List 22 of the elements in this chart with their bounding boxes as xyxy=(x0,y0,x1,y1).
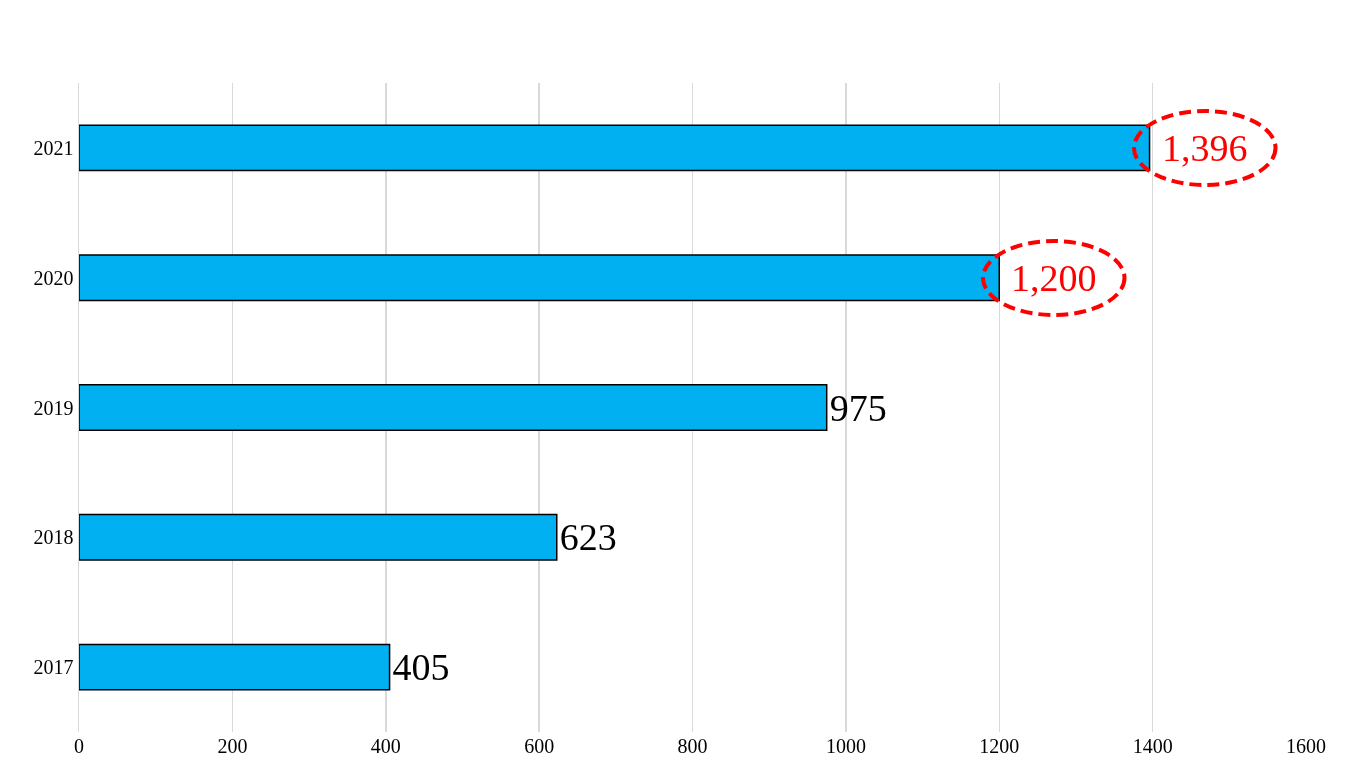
y-tick-label: 2021 xyxy=(33,136,74,159)
x-tick-label: 400 xyxy=(370,735,401,757)
x-tick-label: 1200 xyxy=(979,735,1020,757)
x-tick-label: 1600 xyxy=(1286,735,1326,757)
x-tick-label: 1000 xyxy=(825,735,866,757)
x-tick-label: 200 xyxy=(217,735,248,757)
data-label: 975 xyxy=(829,386,887,429)
data-label: 623 xyxy=(559,516,617,559)
bar xyxy=(79,513,558,561)
x-tick-label: 1400 xyxy=(1132,735,1173,757)
data-label: 405 xyxy=(392,646,450,689)
annotation: 1,200 xyxy=(1011,257,1097,299)
y-tick-label: 2018 xyxy=(33,526,74,549)
x-tick-label: 0 xyxy=(74,735,84,757)
x-tick-label: 600 xyxy=(524,735,555,757)
bar xyxy=(79,643,391,691)
annotation: 1,396 xyxy=(1162,127,1248,169)
x-tick-label: 800 xyxy=(677,735,708,757)
bar xyxy=(79,384,828,431)
y-tick-label: 2019 xyxy=(33,396,74,419)
y-tick-label: 2017 xyxy=(33,656,74,679)
y-tick-label: 2020 xyxy=(33,266,74,289)
